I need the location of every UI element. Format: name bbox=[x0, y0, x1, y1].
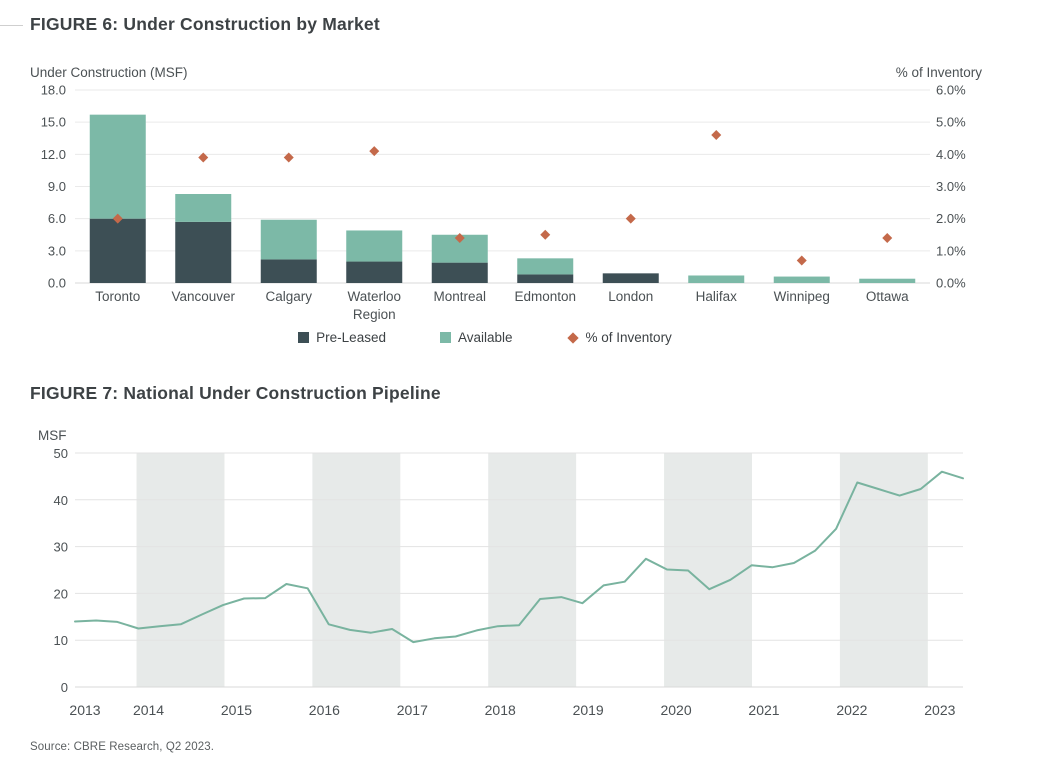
fig7-year-label: 2018 bbox=[485, 702, 516, 718]
pct-inventory-marker bbox=[198, 152, 209, 163]
fig6-left-tick: 12.0 bbox=[41, 147, 66, 162]
bar-segment-preleased bbox=[260, 259, 317, 283]
bar-segment-available bbox=[517, 258, 574, 275]
fig6-right-tick: 6.0% bbox=[936, 83, 966, 98]
fig6-right-tick: 5.0% bbox=[936, 115, 966, 130]
fig7-year-label: 2021 bbox=[748, 702, 779, 718]
fig7-year-label: 2020 bbox=[660, 702, 691, 718]
fig7-year-label: 2015 bbox=[221, 702, 252, 718]
fig6-category-label: Montreal bbox=[433, 289, 486, 304]
fig7-y-tick: 0 bbox=[61, 680, 68, 695]
bar-segment-available bbox=[688, 275, 745, 283]
fig6-left-tick: 9.0 bbox=[48, 179, 66, 194]
fig7-year-band bbox=[488, 453, 577, 687]
fig7-year-label: 2019 bbox=[573, 702, 604, 718]
pct-inventory-diamond-icon bbox=[566, 331, 579, 344]
fig7-year-band bbox=[839, 453, 928, 687]
fig6-category-label: Ottawa bbox=[866, 289, 909, 304]
bar-segment-preleased bbox=[431, 262, 488, 283]
fig6-left-tick: 3.0 bbox=[48, 243, 66, 258]
pct-inventory-marker bbox=[882, 232, 893, 243]
fig6-right-tick: 3.0% bbox=[936, 179, 966, 194]
bar-segment-preleased bbox=[517, 274, 574, 283]
bar-segment-available bbox=[175, 194, 232, 222]
fig6-right-tick: 0.0% bbox=[936, 276, 966, 291]
bar-segment-available bbox=[260, 219, 317, 260]
bar-segment-available bbox=[346, 230, 403, 262]
bar-segment-preleased bbox=[175, 221, 232, 283]
figure6-title: FIGURE 6: Under Construction by Market bbox=[30, 14, 380, 34]
legend-label-available: Available bbox=[457, 330, 513, 345]
fig7-data-line bbox=[74, 470, 964, 644]
fig7-year-label: 2013 bbox=[69, 702, 100, 718]
bar-segment-available bbox=[773, 276, 830, 283]
fig6-left-tick: 6.0 bbox=[48, 211, 66, 226]
figure6-chart: Under Construction (MSF) % of Inventory 18… bbox=[30, 65, 983, 322]
fig7-year-label: 2017 bbox=[397, 702, 428, 718]
fig7-y-tick: 10 bbox=[54, 633, 68, 648]
fig6-category-label: Toronto bbox=[95, 289, 140, 304]
fig6-left-tick: 15.0 bbox=[41, 115, 66, 130]
bar-segment-preleased bbox=[602, 273, 659, 283]
fig7-year-label: 2016 bbox=[309, 702, 340, 718]
pct-inventory-marker bbox=[796, 255, 807, 266]
fig6-right-tick: 1.0% bbox=[936, 243, 966, 258]
legend-label-preleased: Pre-Leased bbox=[316, 330, 386, 345]
pct-inventory-marker bbox=[369, 146, 380, 157]
fig6-right-axis-label: % of Inventory bbox=[896, 65, 983, 80]
legend-label-pct-inventory: % of Inventory bbox=[585, 330, 672, 345]
fig6-right-tick: 4.0% bbox=[936, 147, 966, 162]
legend-item-available: Available bbox=[439, 330, 513, 345]
fig7-y-tick: 20 bbox=[54, 586, 68, 601]
fig6-category-label: Halifax bbox=[696, 289, 738, 304]
legend-item-pct-inventory: % of Inventory bbox=[566, 330, 672, 345]
pct-inventory-marker bbox=[711, 130, 722, 141]
pct-inventory-marker bbox=[625, 213, 636, 224]
fig6-category-label: Winnipeg bbox=[774, 289, 830, 304]
fig6-left-tick: 18.0 bbox=[41, 83, 66, 98]
source-note: Source: CBRE Research, Q2 2023. bbox=[30, 741, 214, 753]
pct-inventory-marker bbox=[540, 229, 551, 240]
fig6-left-tick: 0.0 bbox=[48, 276, 66, 291]
pct-inventory-marker bbox=[454, 232, 465, 243]
figure7-title: FIGURE 7: National Under Construction Pi… bbox=[30, 383, 441, 403]
fig7-year-label: 2023 bbox=[924, 702, 955, 718]
fig7-y-tick: 50 bbox=[54, 446, 68, 461]
available-swatch-icon bbox=[439, 332, 451, 343]
figure7-chart: MSF 0 10 20 30 40 50 2013 2014 2015 2016 2017 2018 20… bbox=[38, 428, 964, 718]
fig7-year-label: 2022 bbox=[836, 702, 867, 718]
page-edge-rule bbox=[0, 25, 23, 26]
fig6-category-label: Calgary bbox=[265, 289, 312, 304]
fig6-right-tick: 2.0% bbox=[936, 211, 966, 226]
fig7-year-band bbox=[312, 453, 401, 687]
fig7-y-tick: 40 bbox=[54, 493, 68, 508]
fig7-year-band bbox=[136, 453, 225, 687]
fig6-category-label: Waterloo Region bbox=[347, 289, 401, 322]
figure6-legend: Pre-Leased Available % of Inventory bbox=[30, 330, 940, 345]
pct-inventory-marker bbox=[112, 213, 123, 224]
fig6-category-label: London bbox=[608, 289, 653, 304]
fig6-category-label: Vancouver bbox=[171, 289, 235, 304]
legend-item-preleased: Pre-Leased bbox=[298, 330, 386, 345]
bar-segment-preleased bbox=[346, 261, 403, 283]
bar-segment-available bbox=[89, 114, 146, 219]
fig7-year-label: 2014 bbox=[133, 702, 164, 718]
fig6-left-axis-label: Under Construction (MSF) bbox=[30, 65, 188, 80]
bar-segment-preleased bbox=[89, 218, 146, 283]
fig6-category-label: Edmonton bbox=[514, 289, 576, 304]
fig7-y-tick: 30 bbox=[54, 540, 68, 555]
bar-segment-available bbox=[859, 278, 916, 283]
preleased-swatch-icon bbox=[298, 332, 310, 343]
pct-inventory-marker bbox=[283, 152, 294, 163]
fig7-y-axis-label: MSF bbox=[38, 428, 67, 443]
